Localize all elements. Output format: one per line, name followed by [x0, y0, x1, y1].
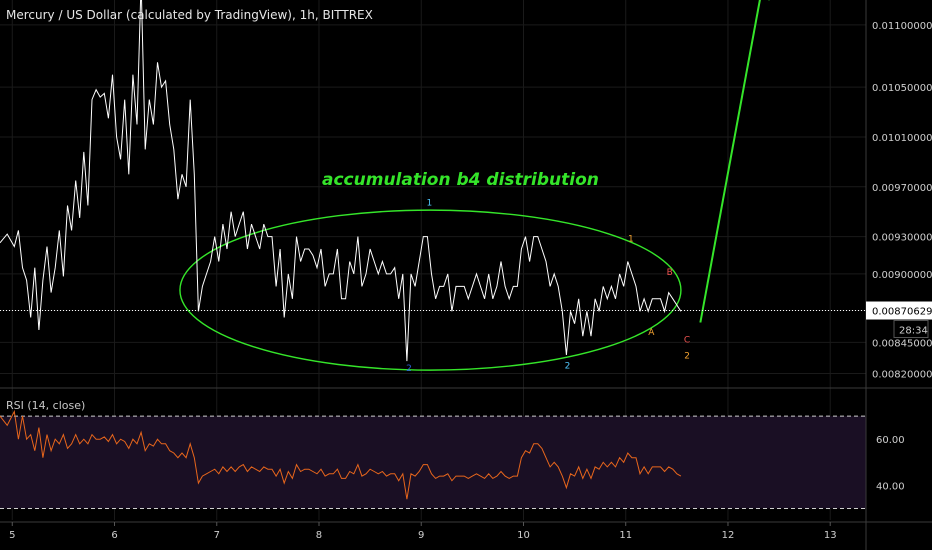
- time-tick-label: 9: [418, 530, 424, 541]
- time-tick-label: 8: [316, 530, 322, 541]
- wave-label: 2: [406, 364, 412, 374]
- price-tick-label: 0.01010000: [872, 133, 932, 144]
- wave-label: B: [667, 268, 673, 278]
- price-tick-label: 0.01100000: [872, 21, 932, 32]
- rsi-tick-label: 60.00: [876, 435, 905, 446]
- price-tick-label: 0.00970000: [872, 183, 932, 194]
- price-series[interactable]: [0, 0, 866, 362]
- rsi-tick-label: 40.00: [876, 481, 905, 492]
- wave-label: 1: [628, 235, 634, 245]
- arrow-shaft: [699, 0, 761, 323]
- time-tick-label: 6: [111, 530, 117, 541]
- countdown-badge: [893, 320, 929, 339]
- current-price-badge: [866, 301, 932, 320]
- price-tick-label: 0.00930000: [872, 233, 932, 244]
- time-tick-label: 7: [214, 530, 220, 541]
- rsi-band-fill: [0, 416, 866, 509]
- price-tick-label: 0.00845000: [872, 338, 932, 349]
- price-tick-label: 0.01050000: [872, 83, 932, 94]
- accumulation-ellipse: [179, 209, 682, 371]
- breakout-arrow: [699, 0, 770, 323]
- time-tick-label: 11: [619, 530, 632, 541]
- countdown-value: 28:34: [899, 326, 928, 337]
- price-tick-label: 0.00820000: [872, 370, 932, 381]
- chart-title: Mercury / US Dollar (calculated by Tradi…: [6, 8, 373, 22]
- accumulation-ellipse-shape: [179, 209, 682, 371]
- time-tick-label: 10: [517, 530, 530, 541]
- price-line: [0, 0, 682, 362]
- time-tick-label: 5: [9, 530, 15, 541]
- time-tick-label: 12: [722, 530, 735, 541]
- rsi-label: RSI (14, close): [6, 399, 86, 412]
- wave-label: A: [648, 328, 655, 338]
- wave-label: 2: [565, 362, 571, 372]
- rsi-line: [0, 409, 682, 500]
- rsi-band: [0, 415, 866, 509]
- wave-label: 2: [684, 352, 690, 362]
- time-tick-label: 13: [824, 530, 837, 541]
- rsi-series[interactable]: [0, 409, 682, 500]
- annotation-text: accumulation b4 distribution: [322, 170, 599, 190]
- wave-label: 1: [427, 198, 433, 208]
- current-price-value: 0.00870629: [872, 307, 932, 318]
- wave-labels: 1 2 2 1 B A C 2: [406, 198, 690, 374]
- price-tick-label: 0.00900000: [872, 270, 932, 281]
- wave-label: C: [684, 335, 690, 345]
